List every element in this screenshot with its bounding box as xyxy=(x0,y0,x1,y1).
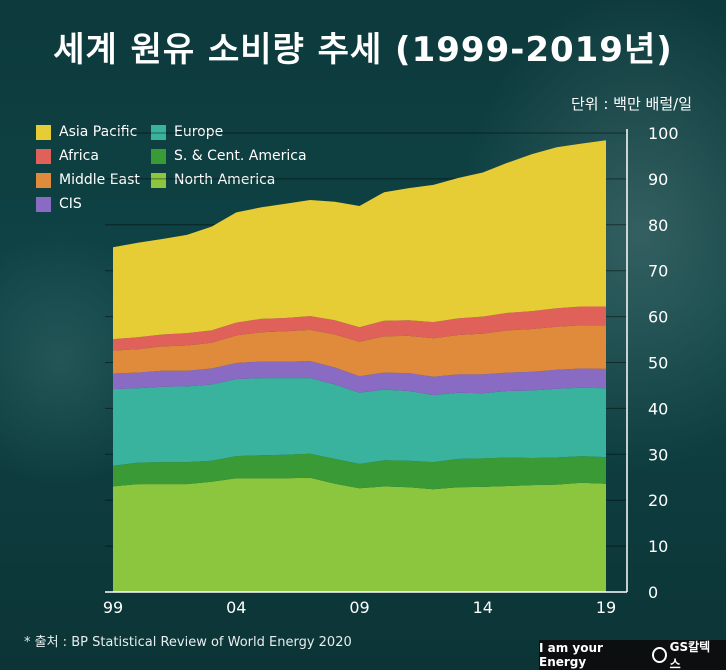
x-tick-label-14: 14 xyxy=(473,598,493,617)
chart-title: 세계 원유 소비량 추세 (1999-2019년) xyxy=(53,30,673,70)
area-middle-east xyxy=(113,325,606,377)
y-tick-label-80: 80 xyxy=(648,216,668,235)
area-asia-pacific xyxy=(113,140,606,340)
x-tick-label-09: 09 xyxy=(349,598,369,617)
y-tick-label-90: 90 xyxy=(648,170,668,189)
legend-label-europe: Europe xyxy=(174,124,224,140)
legend-item-europe: Europe xyxy=(151,124,223,140)
area-cis xyxy=(113,361,606,396)
x-tick-label-04: 04 xyxy=(226,598,246,617)
legend-item-asia-pacific: Asia Pacific xyxy=(36,124,137,140)
gs-logo-icon xyxy=(651,647,667,663)
legend-swatch-asia-pacific xyxy=(36,124,51,140)
y-tick-label-0: 0 xyxy=(648,583,658,602)
source-note: * 출처 : BP Statistical Review of World En… xyxy=(24,635,352,650)
legend-label-africa: Africa xyxy=(59,148,99,164)
area-africa xyxy=(113,306,606,351)
y-tick-label-70: 70 xyxy=(648,262,668,281)
legend-label-asia-pacific: Asia Pacific xyxy=(59,124,138,140)
legend-item-north-america: North America xyxy=(151,172,275,188)
brand-tagline: I am your Energy xyxy=(539,641,603,669)
legend-label-cis: CIS xyxy=(59,196,82,212)
x-tick-label-99: 99 xyxy=(103,598,123,617)
y-tick-label-60: 60 xyxy=(648,308,668,327)
legend-swatch-middle-east xyxy=(36,172,51,188)
area-north-america xyxy=(113,477,606,592)
brand-logo-text: GS칼텍스 xyxy=(669,640,711,671)
chart-areas xyxy=(113,140,606,592)
gs-caltex-logo: GS칼텍스 xyxy=(651,638,716,672)
legend-label-middle-east: Middle East xyxy=(59,172,140,188)
legend-label-north-america: North America xyxy=(174,172,276,188)
y-tick-label-40: 40 xyxy=(648,399,668,418)
legend-label-s-cent-america: S. & Cent. America xyxy=(174,148,307,164)
y-tick-label-30: 30 xyxy=(648,445,668,464)
chart-axes: 0 10 20 30 40 50 60 70 80 90 100 99 04 09 14 19 xyxy=(103,124,679,617)
legend-swatch-north-america xyxy=(151,172,166,188)
legend-item-s-cent-america: S. & Cent. America xyxy=(151,148,307,164)
y-tick-label-10: 10 xyxy=(648,537,668,556)
legend-swatch-s-cent-america xyxy=(151,148,166,164)
legend-swatch-europe xyxy=(151,124,166,140)
legend-swatch-africa xyxy=(36,148,51,164)
legend-item-middle-east: Middle East xyxy=(36,172,140,188)
y-tick-label-100: 100 xyxy=(648,124,679,143)
unit-label: 단위 : 백만 배럴/일 xyxy=(570,95,692,113)
x-tick-label-19: 19 xyxy=(596,598,616,617)
legend-item-cis: CIS xyxy=(36,196,82,212)
legend-swatch-cis xyxy=(36,196,51,212)
y-tick-label-20: 20 xyxy=(648,491,668,510)
y-tick-label-50: 50 xyxy=(648,354,668,373)
area-europe xyxy=(113,378,606,466)
brand-bar: I am your Energy GS칼텍스 xyxy=(539,638,726,672)
area-s-cent-america xyxy=(113,453,606,490)
legend-item-africa: Africa xyxy=(36,148,99,164)
